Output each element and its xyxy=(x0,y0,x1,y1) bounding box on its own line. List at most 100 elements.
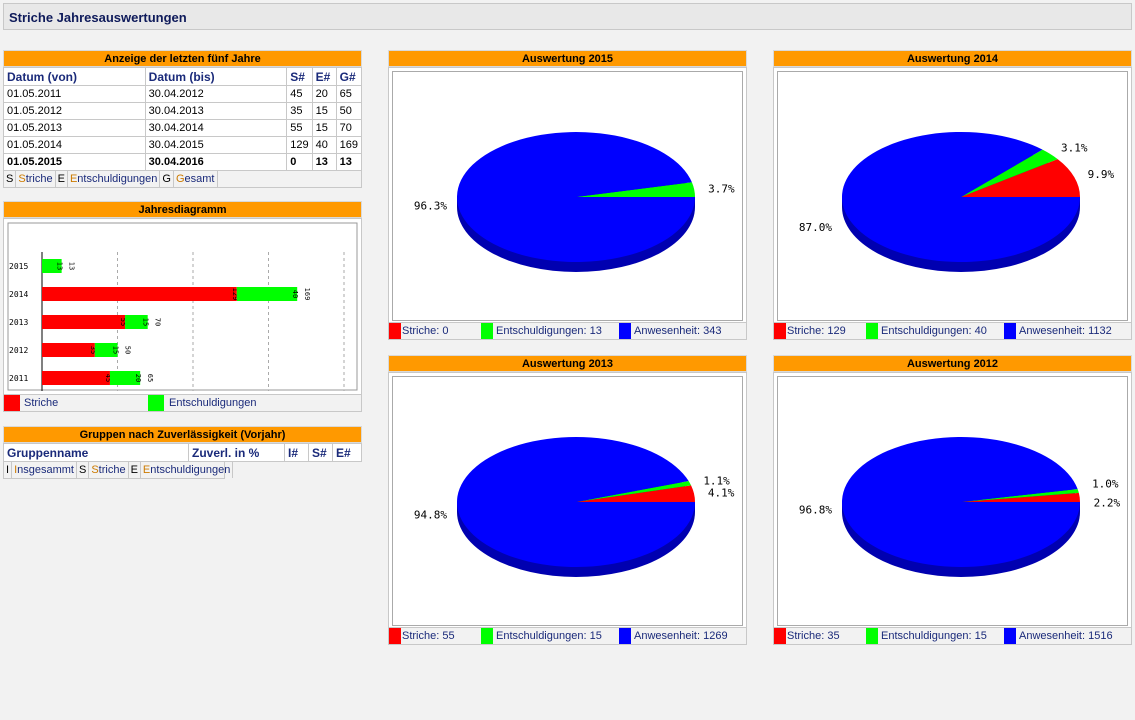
pie-panel: Auswertung 2012 2.2% 1.0% 96.8% Striche: 35 E… xyxy=(773,355,1132,645)
category-label: 2015 xyxy=(9,262,28,271)
pie-title: Auswertung 2012 xyxy=(773,355,1132,372)
bar-value-label: 129 xyxy=(231,288,239,301)
pie-legend-label: Entschuldigungen: 15 xyxy=(881,630,987,642)
bar-striche xyxy=(42,315,126,329)
anwesenheit-swatch xyxy=(619,323,631,339)
pie-title: Auswertung 2013 xyxy=(388,355,747,372)
pie-legend: Striche: 0 Entschuldigungen: 13 Anwesenhei… xyxy=(388,323,747,340)
pie-chart: 2.2% 1.0% 96.8% xyxy=(799,437,1121,577)
years-table-panel: Anzeige der letzten fünf Jahre Datum (vo… xyxy=(3,50,363,188)
pie-slice-entschuldigungen xyxy=(961,489,1079,502)
col-g: G# xyxy=(335,67,363,86)
legend-rest: ntschuldigungen xyxy=(150,464,231,476)
category-label: 2014 xyxy=(9,290,28,299)
years-table-head-row: Datum (von) Datum (bis) S# E# G# xyxy=(3,67,363,86)
cell-from: 01.05.2011 xyxy=(3,85,146,103)
cell-to: 30.04.2015 xyxy=(144,136,288,154)
bar-value-label: 55 xyxy=(119,318,127,326)
table-row: 01.05.2012 30.04.2013 35 15 50 xyxy=(3,102,363,120)
cell-from: 01.05.2013 xyxy=(3,119,146,137)
pie-slice-entschuldigungen xyxy=(961,149,1058,197)
legend-key: S xyxy=(4,171,17,187)
pie-percent-label: 94.8% xyxy=(414,508,447,521)
groups-table-legend: I Insgesammt S Striche E Entschuldigungen xyxy=(3,462,234,479)
pie-percent-label: 96.3% xyxy=(414,200,447,213)
pie-title: Auswertung 2014 xyxy=(773,50,1132,67)
pie-legend: Striche: 55 Entschuldigungen: 15 Anwesenhe… xyxy=(388,628,747,645)
legend-key: I xyxy=(4,462,13,478)
pie-box: 2.2% 1.0% 96.8% xyxy=(773,372,1132,628)
pie-percent-label: 2.2% xyxy=(1094,497,1121,510)
cell-to: 30.04.2012 xyxy=(144,85,288,103)
cell-e: 15 xyxy=(311,102,337,120)
pie-percent-label: 4.1% xyxy=(708,486,735,499)
legend-initial: S xyxy=(91,464,99,476)
bar-entschuldigungen xyxy=(94,343,118,357)
bar-value-label: 20 xyxy=(134,374,142,382)
pie-legend-label: Striche: 55 xyxy=(402,630,455,642)
bar-value-label: 45 xyxy=(104,374,112,382)
bar-total-label: 70 xyxy=(154,318,162,326)
pie-legend-label: Anwesenheit: 343 xyxy=(634,325,722,337)
pie-slice-anwesenheit xyxy=(842,437,1080,567)
cell-e: 20 xyxy=(311,85,337,103)
bar-value-label: 13 xyxy=(56,262,64,270)
bar-entschuldigungen xyxy=(236,287,298,301)
legend-initial: S xyxy=(18,173,26,185)
page-title-bar: Striche Jahresauswertungen xyxy=(3,3,1132,30)
cell-s: 129 xyxy=(286,136,313,154)
legend-key: E xyxy=(56,171,68,187)
striche-legend-label: Striche xyxy=(24,397,59,409)
plot-frame xyxy=(7,222,358,391)
bar-value-label: 15 xyxy=(112,346,120,354)
table-row: 01.05.2014 30.04.2015 129 40 169 xyxy=(3,136,363,154)
cell-s: 0 xyxy=(286,153,313,171)
pie-panel: Auswertung 2015 3.7% 96.3% Striche: 0 Entsch… xyxy=(388,50,747,340)
legend-value: Entschuldigungen xyxy=(68,171,161,187)
entschuldigungen-swatch xyxy=(481,628,493,644)
years-table-header: Anzeige der letzten fünf Jahre xyxy=(3,50,362,67)
col-e: E# xyxy=(311,67,337,86)
bar-value-label: 35 xyxy=(89,346,97,354)
pie-chart: 3.7% 96.3% xyxy=(414,132,735,272)
page-title: Striche Jahresauswertungen xyxy=(9,10,187,25)
category-label: 2013 xyxy=(9,318,28,327)
pie-legend-label: Entschuldigungen: 40 xyxy=(881,325,987,337)
legend-initial: G xyxy=(175,173,185,185)
cell-to: 30.04.2014 xyxy=(144,119,288,137)
cell-s: 55 xyxy=(286,119,313,137)
cell-g: 13 xyxy=(335,153,363,171)
groups-table-panel: Gruppen nach Zuverlässigkeit (Vorjahr) G… xyxy=(3,426,362,479)
cell-e: 15 xyxy=(311,119,337,137)
anwesenheit-swatch xyxy=(1004,628,1016,644)
groups-table-header: Gruppen nach Zuverlässigkeit (Vorjahr) xyxy=(3,426,362,443)
entschuldigungen-swatch xyxy=(866,323,878,339)
pie-slice-anwesenheit xyxy=(842,132,1080,262)
cell-e: 13 xyxy=(311,153,337,171)
cell-s: 45 xyxy=(286,85,313,103)
bar-entschuldigungen xyxy=(42,259,62,273)
years-table-legend: S Striche E Entschuldigungen G Gesamt xyxy=(3,171,362,188)
year-chart-panel: Jahresdiagramm 2015 13 13 2014 129 40 169 2013 5… xyxy=(3,201,362,412)
legend-value: Striche xyxy=(16,171,56,187)
bar-total-label: 13 xyxy=(68,262,76,270)
striche-swatch xyxy=(4,395,20,411)
pie-slice-anwesenheit xyxy=(457,132,695,263)
cell-from: 01.05.2015 xyxy=(3,153,146,171)
pie-box: 3.7% 96.3% xyxy=(388,67,747,323)
year-chart-legend: Striche Entschuldigungen xyxy=(3,395,362,412)
cell-g: 169 xyxy=(335,136,363,154)
legend-initial: E xyxy=(142,464,151,476)
col-zuverl: Zuverl. in % xyxy=(188,443,285,462)
entschuldigungen-swatch xyxy=(148,395,164,411)
pie-legend-label: Anwesenheit: 1516 xyxy=(1019,630,1113,642)
pie-slice-entschuldigungen xyxy=(576,481,692,502)
pie-slice-striche xyxy=(576,485,695,502)
pie-percent-label: 3.7% xyxy=(708,182,735,195)
cell-to: 30.04.2016 xyxy=(144,153,288,171)
pie-percent-label: 3.1% xyxy=(1061,142,1088,155)
legend-initial: E xyxy=(69,173,78,185)
pie-percent-label: 96.8% xyxy=(799,504,832,517)
legend-key: G xyxy=(160,171,174,187)
col-datum-von: Datum (von) xyxy=(3,67,146,86)
